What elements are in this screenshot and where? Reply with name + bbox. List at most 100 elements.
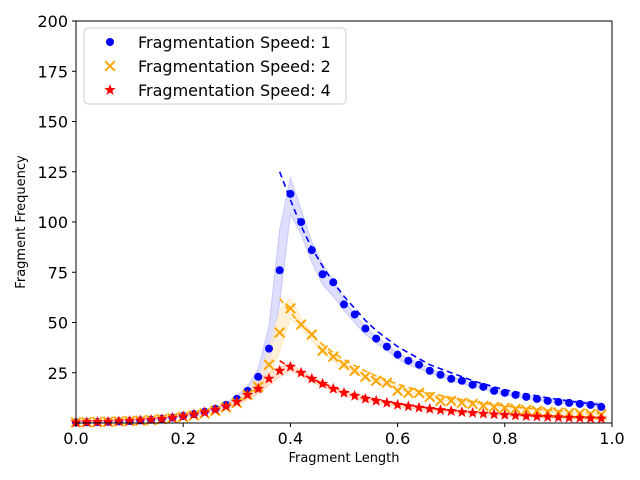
data-point xyxy=(563,411,575,423)
data-point xyxy=(543,396,552,405)
data-point xyxy=(306,372,318,384)
data-point xyxy=(488,408,500,420)
data-point xyxy=(361,324,370,333)
legend-box xyxy=(83,27,347,105)
data-point xyxy=(457,376,466,385)
data-point xyxy=(597,402,606,411)
legend-marker xyxy=(104,60,116,72)
data-point xyxy=(531,410,543,422)
data-point xyxy=(340,300,348,309)
data-point xyxy=(382,342,391,351)
x-tick-label: 0.4 xyxy=(278,429,303,448)
data-point xyxy=(424,402,436,414)
x-tick-label: 1.0 xyxy=(599,429,624,448)
x-axis-ticks: 0.0 0.2 0.4 0.6 0.8 1.0 xyxy=(63,423,625,448)
data-point xyxy=(263,372,275,384)
data-point xyxy=(91,416,104,427)
legend-entry-3: Fragmentation Speed: 4 xyxy=(104,81,331,100)
data-point xyxy=(490,386,499,395)
data-point xyxy=(307,246,316,255)
data-point xyxy=(554,397,563,406)
data-point xyxy=(359,392,372,404)
data-point xyxy=(306,329,318,341)
legend-label: Fragmentation Speed: 4 xyxy=(138,81,331,100)
data-point xyxy=(595,412,607,424)
y-tick-label: 100 xyxy=(37,213,68,232)
data-point xyxy=(338,386,350,398)
data-point xyxy=(466,406,479,418)
data-point xyxy=(584,412,597,424)
data-point xyxy=(477,400,489,412)
data-point xyxy=(565,398,574,407)
data-point xyxy=(500,388,509,397)
legend-entry-2: Fragmentation Speed: 2 xyxy=(104,57,331,76)
points-series-2 xyxy=(70,302,607,428)
data-point xyxy=(231,395,243,407)
data-point xyxy=(511,390,520,399)
y-tick-label: 25 xyxy=(48,364,68,383)
data-point xyxy=(456,397,468,409)
data-point xyxy=(252,382,264,394)
data-point xyxy=(404,356,413,365)
data-point xyxy=(327,351,339,363)
band-series-1 xyxy=(75,175,602,424)
fit-line-series-2 xyxy=(279,297,602,415)
data-point xyxy=(575,399,584,408)
data-point xyxy=(220,400,232,412)
data-point xyxy=(381,396,393,408)
data-point xyxy=(241,388,254,400)
data-point xyxy=(574,411,586,423)
x-axis-label: Fragment Length xyxy=(288,451,399,466)
data-point xyxy=(188,408,200,420)
data-point xyxy=(477,407,490,419)
data-point xyxy=(286,189,295,198)
data-point xyxy=(552,411,565,423)
data-point xyxy=(520,404,532,416)
data-point xyxy=(425,366,434,375)
data-point xyxy=(413,387,425,399)
data-point xyxy=(295,319,307,331)
data-point xyxy=(370,375,382,387)
y-tick-label: 200 xyxy=(37,12,68,31)
data-point xyxy=(586,400,595,409)
legend-label: Fragmentation Speed: 2 xyxy=(138,57,331,76)
data-point xyxy=(209,403,222,415)
data-point xyxy=(177,410,189,422)
data-point xyxy=(499,408,511,420)
data-point xyxy=(488,401,500,413)
data-point xyxy=(350,310,359,319)
data-point xyxy=(392,385,404,397)
data-point xyxy=(134,414,147,426)
data-point xyxy=(318,270,327,279)
data-point xyxy=(263,359,275,371)
y-axis-ticks: 25 50 75 100 125 150 175 200 xyxy=(37,12,76,383)
data-point xyxy=(275,266,284,275)
data-point xyxy=(402,400,415,412)
data-point xyxy=(329,278,338,287)
data-point xyxy=(102,415,114,427)
data-point xyxy=(467,398,479,410)
data-point xyxy=(522,392,531,401)
data-point xyxy=(434,404,447,415)
x-tick-label: 0.8 xyxy=(492,429,517,448)
legend-label: Fragmentation Speed: 1 xyxy=(138,33,331,52)
data-point xyxy=(81,416,93,428)
data-point xyxy=(479,382,488,391)
data-point xyxy=(145,413,157,425)
data-point xyxy=(166,411,179,423)
legend-entry-1: Fragmentation Speed: 1 xyxy=(106,33,331,52)
fit-curves xyxy=(278,171,602,420)
data-point xyxy=(123,414,136,426)
data-point xyxy=(445,395,457,407)
data-point xyxy=(381,377,393,389)
data-point xyxy=(273,364,286,376)
confidence-bands xyxy=(75,175,602,424)
data-point xyxy=(424,391,436,403)
data-point xyxy=(520,410,532,422)
x-tick-label: 0.2 xyxy=(170,429,195,448)
data-point xyxy=(338,359,350,371)
data-point xyxy=(284,302,296,314)
data-point xyxy=(532,394,541,403)
data-point xyxy=(297,218,306,226)
legend-marker xyxy=(104,84,116,95)
